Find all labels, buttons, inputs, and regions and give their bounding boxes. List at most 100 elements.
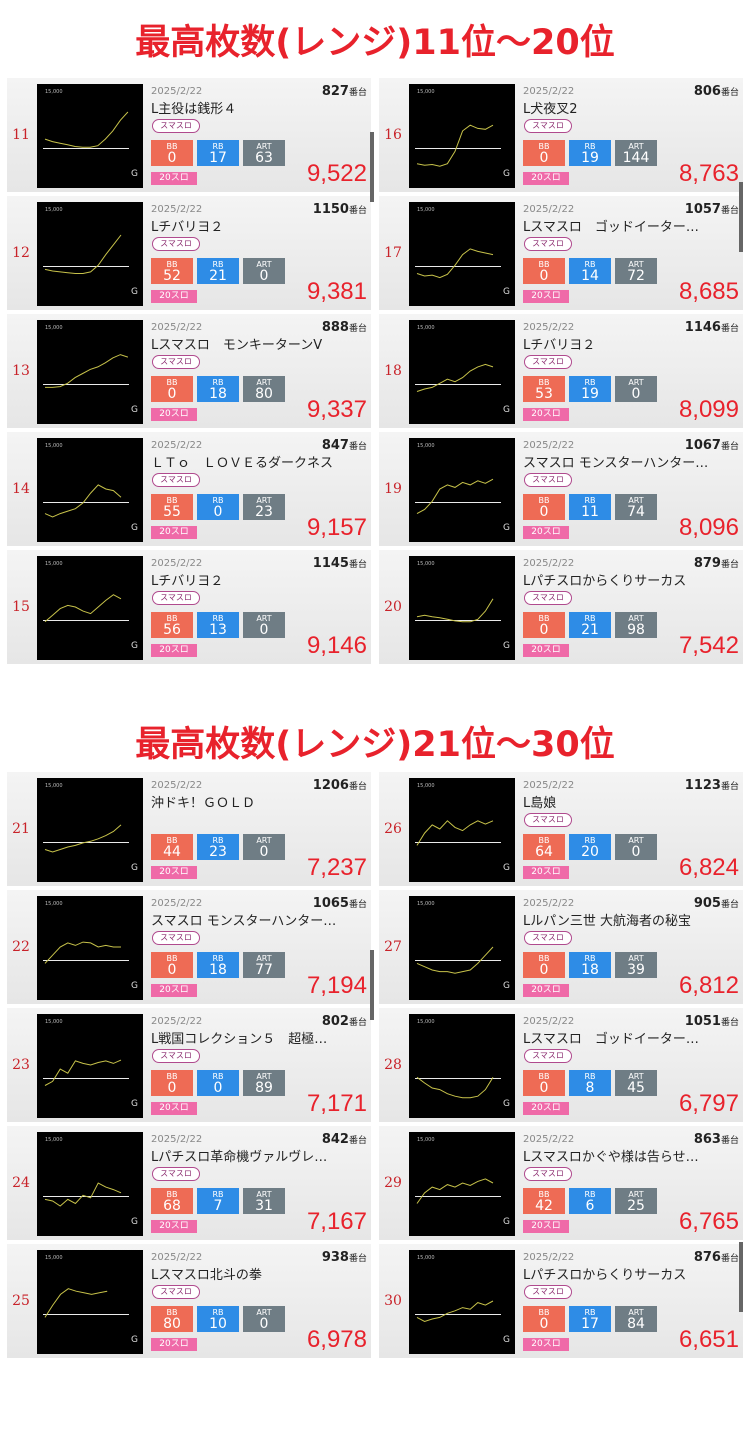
machine-card[interactable]: 12 15,000 G 2025/2/22 1150番台 Lチバリヨ２ スマスロ BB 52 RB… bbox=[7, 196, 371, 312]
unit-number: 1065番台 bbox=[313, 896, 367, 911]
rank-number: 20 bbox=[384, 599, 402, 615]
payout-graph: 15,000 G bbox=[37, 1132, 143, 1236]
rb-stat: RB 21 bbox=[569, 612, 611, 638]
rb-stat-value: 18 bbox=[581, 962, 599, 978]
machine-name: Lスマスロかぐや様は告らせ… bbox=[523, 1150, 699, 1165]
unit-number-suffix: 番台 bbox=[348, 782, 367, 792]
rb-stat-value: 14 bbox=[581, 268, 599, 284]
unit-number: 842番台 bbox=[322, 1132, 367, 1147]
machine-card[interactable]: 11 15,000 G 2025/2/22 827番台 L主役は銭形４ スマスロ BB 0 RB 1… bbox=[7, 78, 371, 194]
machine-type-badge: スマスロ bbox=[152, 237, 200, 251]
bb-stat-value: 0 bbox=[539, 622, 549, 638]
machine-card[interactable]: 21 15,000 G 2025/2/22 1206番台 沖ドキ！ＧＯＬＤ BB 44 RB 23… bbox=[7, 772, 371, 888]
bb-stat: BB 0 bbox=[151, 376, 193, 402]
graph-axis-label: G bbox=[131, 863, 138, 873]
graph-max-label: 15,000 bbox=[45, 1019, 63, 1025]
machine-name: L犬夜叉2 bbox=[523, 102, 578, 117]
rate-tag: 20スロ bbox=[151, 290, 197, 303]
machine-name: ＬＴｏ ＬＯＶＥるダークネス bbox=[151, 456, 334, 471]
machine-card[interactable]: 25 15,000 G 2025/2/22 938番台 Lスマスロ北斗の拳 スマスロ BB 80… bbox=[7, 1244, 371, 1360]
machine-card[interactable]: 22 15,000 G 2025/2/22 1065番台 スマスロ モンスターハンター… ス… bbox=[7, 890, 371, 1006]
art-stat-value: 0 bbox=[259, 844, 269, 860]
scrollbar[interactable] bbox=[739, 182, 743, 252]
graph-max-label: 15,000 bbox=[45, 1137, 63, 1143]
unit-number-suffix: 番台 bbox=[348, 560, 367, 570]
bb-stat-value: 68 bbox=[163, 1198, 181, 1214]
rb-stat: RB 18 bbox=[197, 376, 239, 402]
machine-card[interactable]: 15 15,000 G 2025/2/22 1145番台 Lチバリヨ２ スマスロ BB 56 RB… bbox=[7, 550, 371, 666]
rb-stat-label: RB bbox=[212, 1072, 224, 1081]
unit-number-suffix: 番台 bbox=[348, 1018, 367, 1028]
unit-number-suffix: 番台 bbox=[720, 442, 739, 452]
graph-svg: 15,000 G bbox=[43, 561, 138, 651]
machine-card[interactable]: 30 15,000 G 2025/2/22 876番台 Lパチスロからくりサーカス スマスロ… bbox=[379, 1244, 743, 1360]
machine-card[interactable]: 28 15,000 G 2025/2/22 1051番台 Lスマスロ ゴッドイーター… スマ… bbox=[379, 1008, 743, 1124]
machine-card[interactable]: 29 15,000 G 2025/2/22 863番台 Lスマスロかぐや様は告らせ… スマス… bbox=[379, 1126, 743, 1242]
machine-card[interactable]: 13 15,000 G 2025/2/22 888番台 Lスマスロ モンキーターンⅤ スマス… bbox=[7, 314, 371, 430]
ranking-column: 16 15,000 G 2025/2/22 806番台 L犬夜叉2 スマスロ BB 0 RB 19 A… bbox=[379, 78, 743, 668]
machine-card[interactable]: 20 15,000 G 2025/2/22 879番台 Lパチスロからくりサーカス スマスロ… bbox=[379, 550, 743, 666]
unit-number-suffix: 番台 bbox=[720, 560, 739, 570]
ranking-column: 26 15,000 G 2025/2/22 1123番台 L島娘 スマスロ BB 64 RB 20 A… bbox=[379, 772, 743, 1362]
rb-stat-value: 21 bbox=[209, 268, 227, 284]
rb-stat-value: 18 bbox=[209, 386, 227, 402]
art-stat-label: ART bbox=[628, 260, 644, 269]
rb-stat-label: RB bbox=[584, 1072, 596, 1081]
rank-number: 12 bbox=[12, 245, 30, 261]
rb-stat-value: 6 bbox=[585, 1198, 595, 1214]
scrollbar[interactable] bbox=[370, 950, 374, 1020]
play-date: 2025/2/22 bbox=[151, 898, 203, 909]
bb-stat-label: BB bbox=[538, 1072, 550, 1081]
play-date: 2025/2/22 bbox=[523, 558, 575, 569]
machine-card[interactable]: 17 15,000 G 2025/2/22 1057番台 Lスマスロ ゴッドイーター… スマ… bbox=[379, 196, 743, 312]
rb-stat: RB 18 bbox=[569, 952, 611, 978]
bb-stat-value: 80 bbox=[163, 1316, 181, 1332]
machine-card[interactable]: 18 15,000 G 2025/2/22 1146番台 Lチバリヨ２ スマスロ BB 53 RB… bbox=[379, 314, 743, 430]
rb-stat-label: RB bbox=[212, 836, 224, 845]
bb-stat-label: BB bbox=[166, 142, 178, 151]
unit-number-suffix: 番台 bbox=[720, 1136, 739, 1146]
art-stat-value: 144 bbox=[622, 150, 650, 166]
machine-card[interactable]: 19 15,000 G 2025/2/22 1067番台 スマスロ モンスターハンター… ス… bbox=[379, 432, 743, 548]
unit-number: 876番台 bbox=[694, 1250, 739, 1265]
unit-number: 806番台 bbox=[694, 84, 739, 99]
art-stat-label: ART bbox=[256, 836, 272, 845]
bb-stat-label: BB bbox=[166, 496, 178, 505]
machine-card[interactable]: 27 15,000 G 2025/2/22 905番台 Lルパン三世 大航海者の秘宝 スマス… bbox=[379, 890, 743, 1006]
machine-card[interactable]: 26 15,000 G 2025/2/22 1123番台 L島娘 スマスロ BB 64 RB 20 A… bbox=[379, 772, 743, 888]
rb-stat-label: RB bbox=[584, 496, 596, 505]
payout-graph: 15,000 G bbox=[37, 320, 143, 424]
ranking-column: 21 15,000 G 2025/2/22 1206番台 沖ドキ！ＧＯＬＤ BB 44 RB 23… bbox=[7, 772, 371, 1362]
graph-max-label: 15,000 bbox=[417, 783, 435, 789]
machine-card[interactable]: 16 15,000 G 2025/2/22 806番台 L犬夜叉2 スマスロ BB 0 RB 19 A… bbox=[379, 78, 743, 194]
graph-max-label: 15,000 bbox=[417, 443, 435, 449]
bb-stat: BB 52 bbox=[151, 258, 193, 284]
art-stat-label: ART bbox=[256, 1308, 272, 1317]
graph-line bbox=[416, 1076, 494, 1099]
art-stat-value: 0 bbox=[631, 844, 641, 860]
play-date: 2025/2/22 bbox=[151, 780, 203, 791]
machine-card[interactable]: 14 15,000 G 2025/2/22 847番台 ＬＴｏ ＬＯＶＥるダークネス スマス… bbox=[7, 432, 371, 548]
max-payout: 6,797 bbox=[678, 1090, 739, 1117]
rb-stat-value: 21 bbox=[581, 622, 599, 638]
unit-number-value: 1145 bbox=[312, 556, 349, 571]
graph-max-label: 15,000 bbox=[45, 89, 63, 95]
rb-stat: RB 18 bbox=[197, 952, 239, 978]
scrollbar[interactable] bbox=[739, 1242, 743, 1312]
art-stat: ART 25 bbox=[615, 1188, 657, 1214]
art-stat-value: 0 bbox=[631, 386, 641, 402]
bb-stat-label: BB bbox=[166, 836, 178, 845]
max-payout: 6,824 bbox=[678, 854, 739, 881]
rank-number: 28 bbox=[384, 1057, 402, 1073]
graph-axis-label: G bbox=[131, 287, 138, 297]
rb-stat-label: RB bbox=[212, 142, 224, 151]
unit-number-value: 827 bbox=[321, 84, 349, 99]
play-date: 2025/2/22 bbox=[151, 204, 203, 215]
max-payout: 9,337 bbox=[306, 396, 367, 423]
machine-type-badge: スマスロ bbox=[152, 591, 200, 605]
art-stat-value: 98 bbox=[627, 622, 645, 638]
machine-card[interactable]: 23 15,000 G 2025/2/22 802番台 L戦国コレクション５ 超極… スマス… bbox=[7, 1008, 371, 1124]
machine-card[interactable]: 24 15,000 G 2025/2/22 842番台 Lパチスロ革命機ヴァルヴレ… スマス… bbox=[7, 1126, 371, 1242]
rb-stat-value: 19 bbox=[581, 150, 599, 166]
scrollbar[interactable] bbox=[370, 132, 374, 202]
